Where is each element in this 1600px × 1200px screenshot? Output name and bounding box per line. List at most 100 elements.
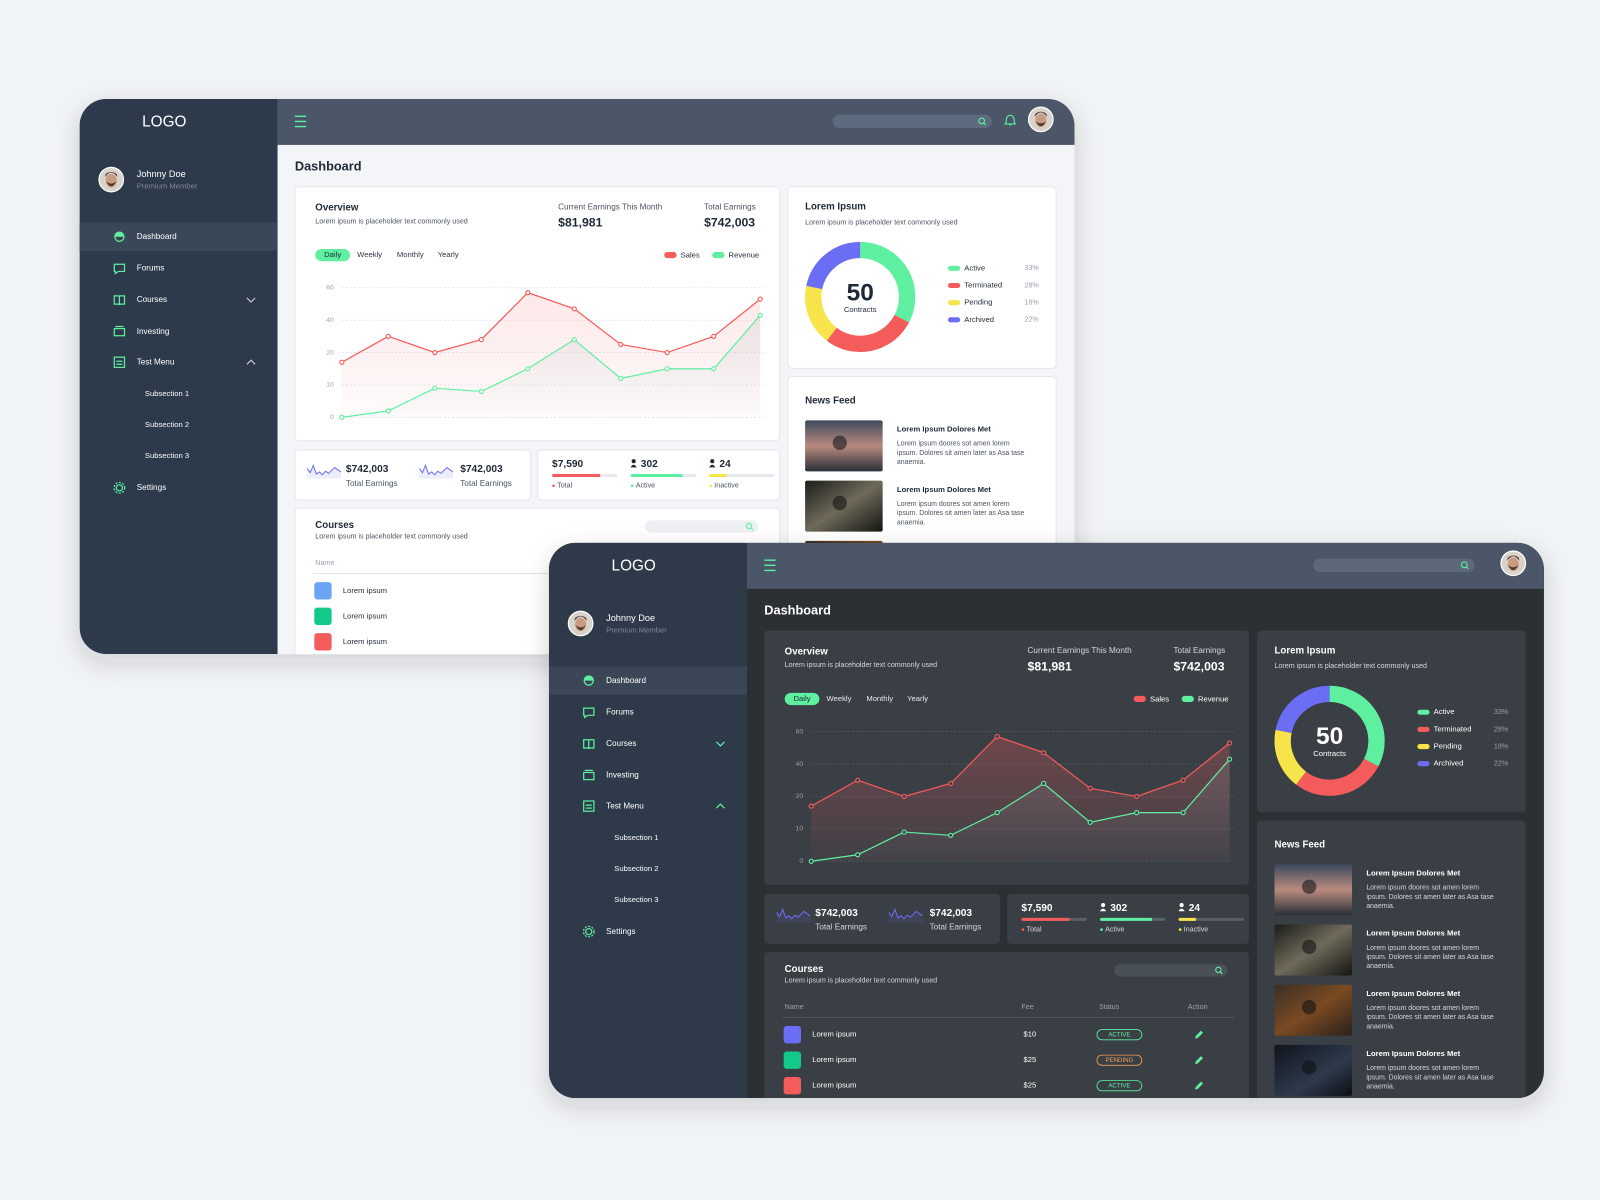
menu-item[interactable]: Forums bbox=[137, 264, 165, 273]
chevron-up[interactable] bbox=[715, 803, 725, 809]
area bbox=[341, 315, 761, 418]
menu-item[interactable]: Forums bbox=[606, 707, 634, 716]
line-series bbox=[341, 291, 761, 363]
line-series bbox=[810, 735, 1230, 807]
tab[interactable]: Daily bbox=[324, 250, 341, 259]
news-title[interactable]: Lorem Ipsum Dolores Met bbox=[1366, 868, 1460, 877]
avatar-beard bbox=[575, 625, 586, 631]
tab[interactable]: Monthly bbox=[866, 694, 893, 703]
tab[interactable]: Yearly bbox=[438, 250, 459, 259]
y-tick-label: 10 bbox=[796, 826, 804, 833]
table-header: Name bbox=[315, 559, 334, 567]
menu-item[interactable]: Test Menu bbox=[606, 801, 644, 810]
donut-center-value: 50 bbox=[1316, 723, 1343, 750]
menu-icon bbox=[113, 263, 126, 275]
count-value: $7,590 bbox=[552, 459, 583, 470]
menu-icon bbox=[113, 327, 126, 337]
menu-active-band bbox=[79, 222, 278, 252]
avatar-beard bbox=[1508, 565, 1519, 570]
menu-item[interactable]: Test Menu bbox=[137, 357, 175, 366]
news-body: anaemia. bbox=[897, 519, 926, 526]
chevron-down[interactable] bbox=[715, 741, 725, 747]
tab[interactable]: Weekly bbox=[357, 250, 382, 259]
news-title[interactable]: Lorem Ipsum Dolores Met bbox=[1366, 1049, 1460, 1058]
point bbox=[385, 408, 391, 414]
bell-icon[interactable] bbox=[1004, 114, 1017, 126]
y-tick-label: 0 bbox=[799, 858, 803, 865]
menu-item[interactable]: Investing bbox=[606, 771, 639, 780]
tab-active[interactable] bbox=[784, 692, 820, 706]
edit-icon[interactable] bbox=[1194, 1056, 1204, 1065]
menu-icon bbox=[113, 481, 126, 494]
edit-icon[interactable] bbox=[1194, 1081, 1204, 1090]
menu-item[interactable]: Courses bbox=[137, 295, 167, 304]
tab[interactable]: Yearly bbox=[907, 694, 928, 703]
count-label: Total bbox=[1027, 925, 1042, 933]
card-subtitle: Lorem ipsum is placeholder text commonly… bbox=[805, 218, 958, 226]
news-body: anaemia. bbox=[1366, 1084, 1395, 1091]
chevron-down[interactable] bbox=[246, 297, 256, 303]
y-tick-label: 0 bbox=[330, 414, 334, 421]
legend-marker bbox=[947, 282, 961, 289]
submenu-item[interactable]: Subsection 3 bbox=[614, 895, 658, 904]
edit-icon[interactable] bbox=[1194, 1030, 1204, 1039]
tab[interactable]: Weekly bbox=[827, 694, 852, 703]
search-box[interactable] bbox=[832, 114, 992, 129]
submenu-item[interactable]: Subsection 3 bbox=[145, 451, 189, 460]
legend-marker bbox=[1417, 743, 1430, 750]
donut-segment bbox=[1274, 729, 1307, 785]
count-value: 302 bbox=[641, 459, 658, 470]
tab[interactable]: Monthly bbox=[397, 250, 424, 259]
table-cell: Lorem ipsum bbox=[343, 586, 387, 595]
search-box[interactable] bbox=[644, 520, 759, 533]
news-title[interactable]: Lorem Ipsum Dolores Met bbox=[1366, 989, 1460, 998]
status-dot bbox=[1100, 928, 1103, 931]
dashboard-light: LOGO Johnny Doe Premium Member Dashboard For… bbox=[79, 98, 1075, 655]
menu-item[interactable]: Courses bbox=[606, 739, 636, 748]
tab-active[interactable] bbox=[315, 248, 350, 262]
status-pill bbox=[1096, 1054, 1143, 1066]
person-icon bbox=[1179, 903, 1184, 908]
table-cell: $25 bbox=[1023, 1081, 1036, 1090]
legend-value: 18% bbox=[1025, 299, 1040, 307]
donut-segment bbox=[805, 285, 837, 341]
progress-fill bbox=[1178, 917, 1197, 921]
donut-segment bbox=[859, 241, 916, 323]
submenu-item[interactable]: Subsection 2 bbox=[614, 864, 658, 873]
count-label: Total bbox=[557, 482, 572, 490]
table-cell: Lorem ipsum bbox=[343, 611, 387, 620]
donut-center-label: Contracts bbox=[1313, 749, 1346, 758]
news-title[interactable]: Lorem Ipsum Dolores Met bbox=[897, 485, 991, 494]
submenu-item[interactable]: Subsection 1 bbox=[145, 389, 189, 398]
chevron-up[interactable] bbox=[246, 359, 256, 365]
point bbox=[1134, 793, 1140, 800]
search-box[interactable] bbox=[1313, 558, 1475, 572]
submenu-item[interactable]: Subsection 2 bbox=[145, 420, 189, 429]
point bbox=[994, 810, 1000, 816]
menu-item[interactable]: Settings bbox=[137, 483, 166, 492]
menu-icon bbox=[113, 356, 126, 368]
news-title[interactable]: Lorem Ipsum Dolores Met bbox=[897, 425, 991, 434]
submenu-item[interactable]: Subsection 1 bbox=[614, 833, 658, 842]
legend-value: 22% bbox=[1494, 760, 1509, 768]
course-icon bbox=[314, 582, 332, 600]
search-box[interactable] bbox=[1114, 964, 1228, 977]
stat-label: Current Earnings This Month bbox=[558, 202, 662, 211]
point bbox=[525, 366, 531, 372]
tab[interactable]: Daily bbox=[794, 694, 811, 703]
point bbox=[1180, 777, 1186, 783]
point bbox=[1226, 756, 1233, 762]
table-cell: $10 bbox=[1023, 1030, 1036, 1039]
count-value: $7,590 bbox=[1021, 903, 1052, 914]
menu-item[interactable]: Investing bbox=[137, 327, 170, 336]
stat-value: $742,003 bbox=[704, 216, 755, 230]
point bbox=[711, 366, 717, 372]
point bbox=[339, 359, 345, 365]
news-title[interactable]: Lorem Ipsum Dolores Met bbox=[1366, 929, 1460, 938]
menu-item[interactable]: Dashboard bbox=[137, 232, 177, 241]
menu-item[interactable]: Dashboard bbox=[606, 676, 646, 685]
person-icon bbox=[1101, 903, 1106, 908]
sparkline-fill bbox=[307, 465, 341, 479]
menu-item[interactable]: Settings bbox=[606, 927, 635, 936]
